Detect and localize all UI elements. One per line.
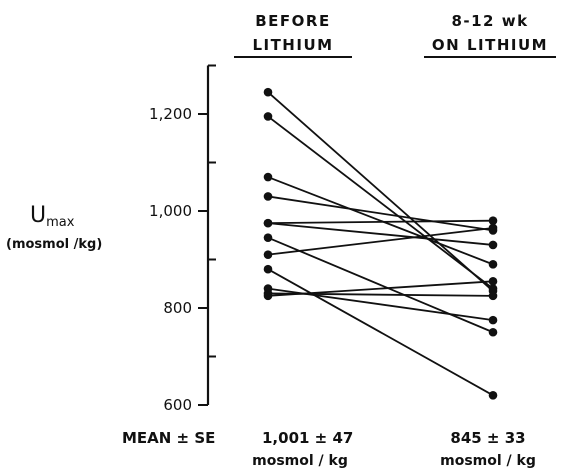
point-before-9 (263, 264, 273, 274)
point-after-5 (488, 240, 498, 250)
series-line-12 (267, 280, 494, 297)
series-line-3 (267, 176, 494, 266)
point-after-10 (488, 315, 498, 325)
data-points (263, 87, 498, 400)
y-tick-label: 1,000 (149, 202, 192, 220)
point-before-8 (263, 250, 273, 259)
point-after-7 (488, 327, 498, 337)
y-axis-label-main: U (30, 203, 46, 228)
series-line-6 (267, 219, 494, 225)
series-lines (267, 91, 494, 397)
series-line-4 (267, 195, 494, 232)
summary-after-unit: mosmol / kg (440, 453, 536, 469)
y-axis-label: Umax (30, 203, 75, 230)
summary-before-unit: mosmol / kg (252, 453, 348, 469)
column-header-before-line1: BEFORE (255, 12, 330, 30)
column-header-before-line2: LITHIUM (252, 36, 333, 54)
point-after-3 (488, 260, 498, 269)
y-axis-label-subscript: max (46, 215, 75, 230)
point-after-6 (488, 216, 498, 225)
point-before-4 (263, 192, 273, 201)
point-before-7 (263, 233, 273, 242)
point-before-2 (263, 112, 273, 121)
series-line-8 (267, 227, 494, 256)
series-line-1 (267, 91, 494, 292)
series-line-5 (267, 222, 494, 246)
series-line-9 (267, 268, 494, 397)
point-before-3 (263, 172, 273, 182)
point-before-6 (263, 218, 273, 228)
column-header-after-line2: ON LITHIUM (432, 36, 548, 54)
point-after-2 (488, 284, 498, 293)
point-after-11 (488, 291, 498, 301)
point-after-12 (488, 277, 498, 286)
summary-before-value: 1,001 ± 47 (262, 429, 353, 447)
summary-after-value: 845 ± 33 (450, 429, 525, 447)
y-tick-label: 1,200 (149, 105, 192, 123)
series-line-2 (267, 115, 494, 290)
y-tick-label: 800 (163, 299, 192, 317)
point-after-8 (488, 223, 498, 233)
y-axis-label-unit: (mosmol /kg) (6, 237, 102, 252)
column-header-after-line1: 8-12 wk (451, 12, 528, 30)
point-before-1 (263, 87, 273, 97)
point-after-9 (488, 391, 498, 400)
series-line-7 (267, 236, 494, 334)
point-before-12 (263, 291, 273, 301)
summary-label: MEAN ± SE (122, 429, 215, 447)
y-axis: 600 800 1,000 1,200 (149, 64, 216, 414)
y-tick-label: 600 (163, 396, 192, 414)
